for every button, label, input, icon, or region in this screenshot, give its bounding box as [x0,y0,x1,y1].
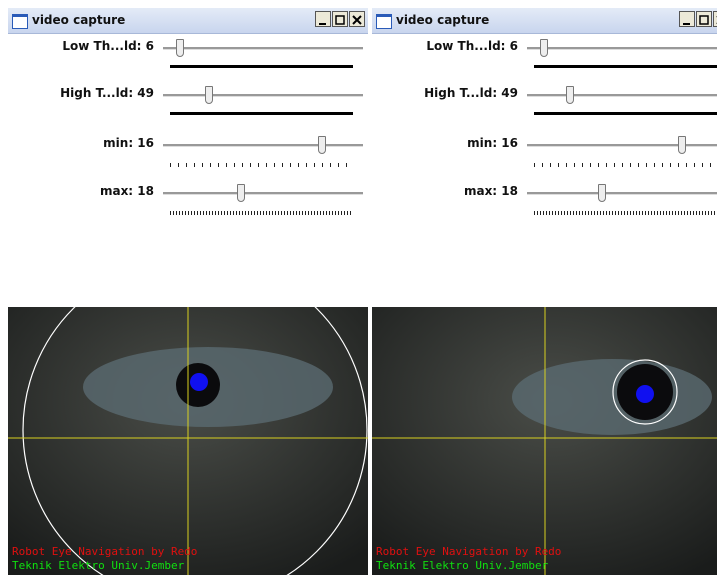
slider-thumb[interactable] [566,86,574,104]
overlay-text: Robot Eye Navigation by Redo [376,545,561,558]
slider-track[interactable] [163,47,363,50]
slider-thumb[interactable] [678,136,686,154]
title-bar: video capture [372,8,717,34]
minimize-button[interactable] [679,11,695,27]
button-glyph [316,13,330,27]
slider-track[interactable] [163,144,363,147]
glyph [319,23,326,25]
slider-thumb[interactable] [176,39,184,57]
slider-thumb[interactable] [598,184,606,202]
glyph [700,16,708,24]
slider-label: min: 16 [378,136,518,150]
slider-scale [170,163,353,167]
slider-scale [534,163,717,167]
pupil-marker [190,373,208,391]
slider-label: Low Th...ld: 6 [378,39,518,53]
window-icon [376,14,392,29]
slider-scale [170,211,353,215]
button-glyph [680,13,694,27]
slider-track[interactable] [163,192,363,195]
window-icon [12,14,28,29]
slider-thumb[interactable] [205,86,213,104]
slider-thumb[interactable] [540,39,548,57]
slider-label: max: 18 [14,184,154,198]
overlay-text: Teknik Elektro Univ.Jember [376,559,549,572]
slider-label: max: 18 [378,184,518,198]
close-button[interactable] [713,11,717,27]
slider-track[interactable] [527,47,717,50]
slider-label: Low Th...ld: 6 [14,39,154,53]
slider-scale [534,211,717,215]
slider-track[interactable] [527,144,717,147]
window-title: video capture [32,13,125,27]
slider-scale [170,65,353,68]
minimize-button[interactable] [315,11,331,27]
slider-thumb[interactable] [237,184,245,202]
maximize-button[interactable] [696,11,712,27]
close-button[interactable] [349,11,365,27]
slider-track[interactable] [527,94,717,97]
button-glyph [350,13,364,27]
eye-white [512,359,712,435]
slider-track[interactable] [527,192,717,195]
glyph [336,16,344,24]
window-title: video capture [396,13,489,27]
slider-thumb[interactable] [318,136,326,154]
slider-track[interactable] [163,94,363,97]
button-glyph [333,13,347,27]
title-bar: video capture [8,8,368,34]
window: video capture Low Th...ld: 6 High T...ld: … [372,8,717,575]
button-glyph [697,13,711,27]
slider-scale [534,65,717,68]
page: video capture Low Th...ld: 6 High T...ld: … [0,0,717,575]
maximize-button[interactable] [332,11,348,27]
overlay-text: Robot Eye Navigation by Redo [12,545,197,558]
slider-label: High T...ld: 49 [14,86,154,100]
slider-label: min: 16 [14,136,154,150]
slider-scale [170,112,353,115]
slider-scale [534,112,717,115]
glyph [353,16,361,24]
window: video capture Low Th...ld: 6 High T...ld: … [8,8,368,575]
overlay-text: Teknik Elektro Univ.Jember [12,559,185,572]
glyph [683,23,690,25]
slider-label: High T...ld: 49 [378,86,518,100]
pupil-marker [636,385,654,403]
